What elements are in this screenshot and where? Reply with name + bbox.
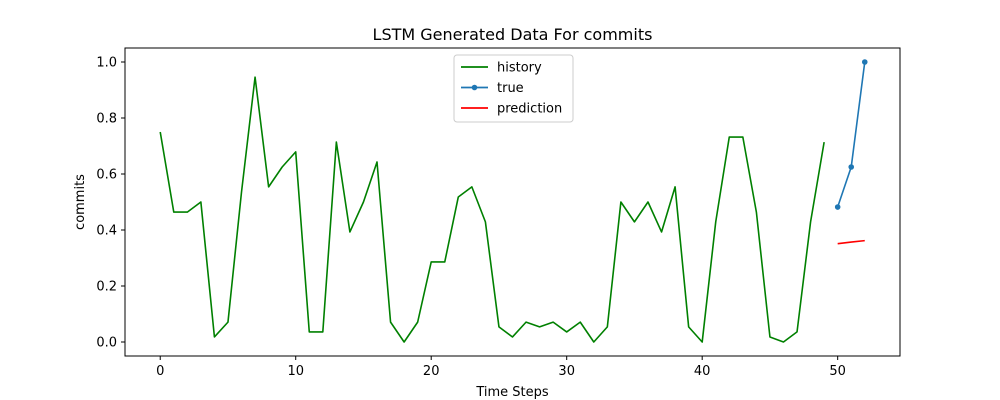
x-tick-label: 10 (287, 364, 304, 379)
legend-marker-true (471, 84, 478, 91)
y-axis: 0.0 0.2 0.4 0.6 0.8 1.0 (96, 56, 125, 351)
legend-label-history: history (497, 61, 542, 76)
series-line-history (159, 76, 825, 343)
legend-label-true: true (497, 81, 524, 96)
x-tick-label: 20 (423, 364, 440, 379)
y-tick-label: 0.8 (96, 112, 117, 127)
data-point-true (848, 164, 855, 170)
series-layer (159, 59, 868, 343)
y-tick-label: 0.2 (96, 280, 117, 295)
data-point-true (834, 204, 841, 210)
x-tick-label: 30 (558, 364, 575, 379)
legend: history true prediction (453, 54, 574, 123)
legend-box (453, 54, 574, 123)
x-tick-label: 40 (694, 364, 711, 379)
y-tick-label: 0.4 (96, 224, 117, 239)
y-tick-label: 0.6 (96, 168, 117, 183)
x-tick-label: 50 (829, 364, 846, 379)
chart-title: LSTM Generated Data For commits (373, 25, 653, 44)
y-tick-label: 1.0 (96, 56, 117, 71)
plot-area (124, 47, 901, 357)
x-axis: 0 10 20 30 40 50 (156, 356, 846, 379)
x-axis-title: Time Steps (475, 385, 549, 400)
series-line-prediction (837, 239, 865, 245)
y-tick-label: 0.0 (96, 336, 117, 351)
y-axis-title: commits (73, 174, 88, 230)
legend-label-prediction: prediction (497, 102, 562, 117)
x-tick-label: 0 (156, 364, 164, 379)
data-point-true (861, 59, 868, 65)
